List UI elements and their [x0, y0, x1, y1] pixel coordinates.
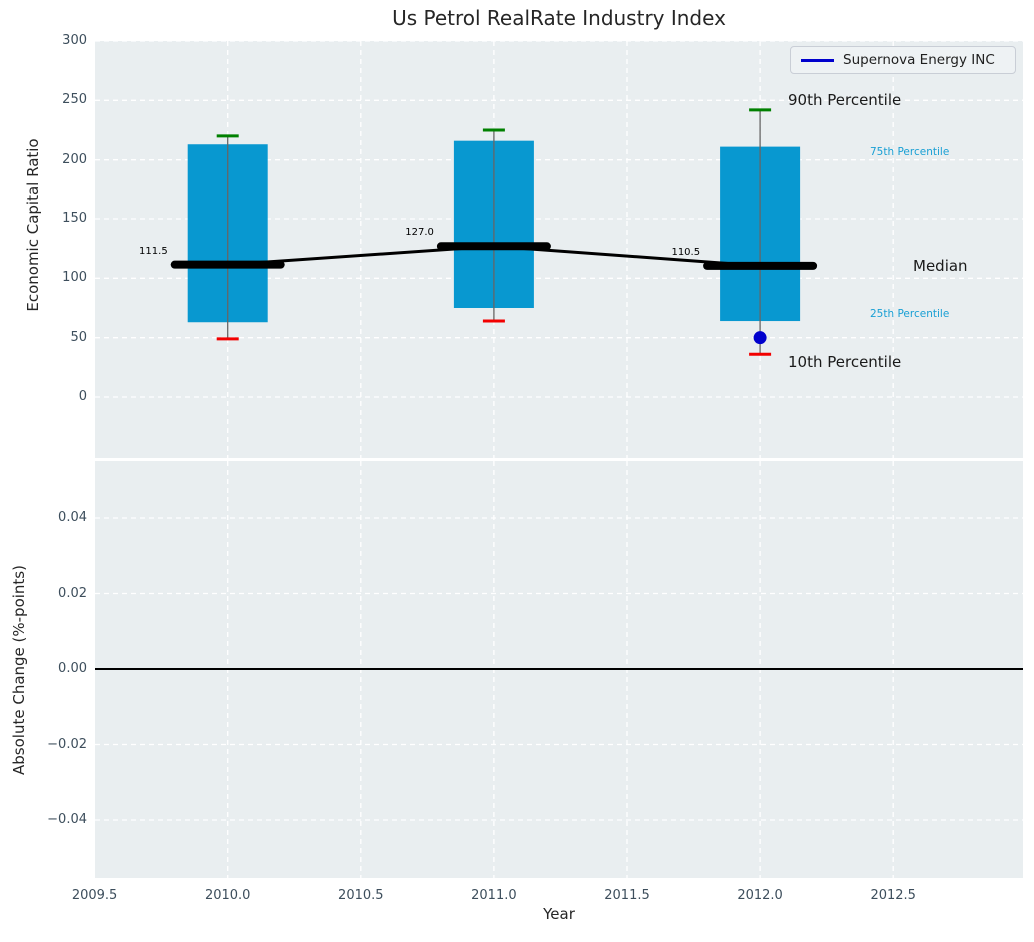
- median-value-annotation: 111.5: [139, 245, 168, 257]
- y-axis-label-bottom: Absolute Change (%-points): [10, 565, 28, 775]
- y-tick-label-top: 200: [62, 151, 87, 167]
- x-axis-label: Year: [543, 905, 575, 923]
- x-tick-label: 2011.0: [471, 888, 517, 903]
- y-tick-label-bottom: 0.00: [58, 661, 87, 676]
- x-tick-label: 2012.5: [870, 888, 916, 903]
- legend-label: Supernova Energy INC: [843, 52, 995, 68]
- y-tick-label-bottom: −0.02: [47, 736, 87, 752]
- label-10th-percentile: 10th Percentile: [788, 353, 902, 371]
- y-tick-label-top: 150: [62, 210, 87, 226]
- x-tick-label: 2010.5: [338, 888, 384, 903]
- label-90th-percentile: 90th Percentile: [788, 91, 902, 109]
- label-75th-percentile: 75th Percentile: [870, 146, 950, 158]
- y-tick-label-top: 0: [78, 389, 87, 404]
- x-tick-label: 2010.0: [204, 888, 251, 903]
- y-tick-label-bottom: −0.04: [47, 812, 87, 827]
- chart-title: Us Petrol RealRate Industry Index: [392, 6, 726, 30]
- x-tick-label: 2011.5: [604, 888, 650, 903]
- legend: Supernova Energy INC: [790, 46, 1016, 74]
- y-tick-label-top: 50: [70, 329, 87, 345]
- label-median: Median: [913, 257, 968, 275]
- x-tick-label: 2009.5: [71, 888, 118, 903]
- median-value-annotation: 110.5: [671, 246, 701, 258]
- label-25th-percentile: 25th Percentile: [870, 308, 950, 320]
- x-tick-label: 2012.0: [737, 888, 783, 903]
- y-tick-label-top: 300: [62, 32, 87, 48]
- y-tick-label-bottom: 0.04: [58, 510, 87, 525]
- legend-line-sample: [801, 58, 834, 62]
- y-tick-label-bottom: 0.02: [58, 585, 87, 601]
- y-tick-label-top: 250: [62, 92, 87, 108]
- y-tick-label-top: 100: [62, 270, 87, 286]
- median-value-annotation: 127.0: [405, 227, 434, 239]
